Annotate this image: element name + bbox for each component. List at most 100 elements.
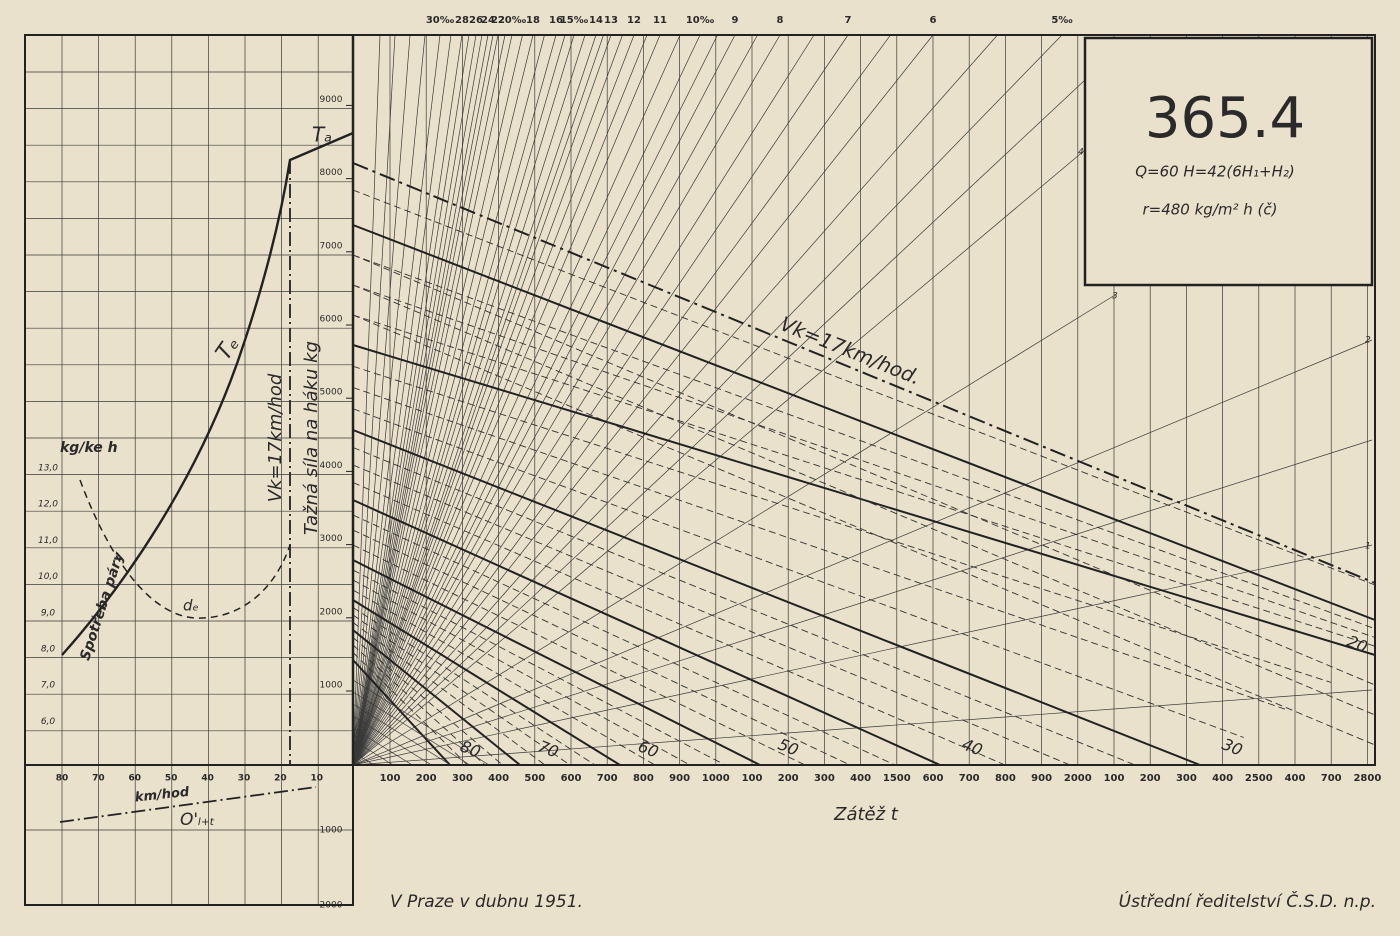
formula-r: r=480 kg/m² h (č) [1142, 201, 1277, 219]
force-tick-label: 4000 [320, 461, 343, 471]
load-tick-label: 400 [850, 773, 871, 784]
footer-place: V Praze v dubnu 1951. [390, 892, 583, 912]
te-curve [61, 131, 354, 656]
load-line-dashed [352, 284, 1376, 716]
load-line-dashed [352, 569, 726, 766]
load-line-dashed [352, 514, 896, 766]
load-line-dashed [352, 544, 806, 766]
gradient-line [352, 34, 396, 766]
gradient-line [352, 34, 506, 766]
steam-tick-label: 9,0 [41, 608, 56, 618]
o-label: O'ₗ₊ₜ [180, 810, 215, 830]
speed-tick-label: 60 [129, 774, 142, 784]
steam-tick-label: 12,0 [38, 500, 58, 510]
load-line-fine [352, 703, 451, 766]
gradient-line [352, 34, 381, 766]
gradient-line [352, 34, 1063, 766]
force-tick-label: 1000 [320, 681, 343, 691]
gradient-line [352, 34, 586, 766]
load-tick-label: 2000 [1064, 773, 1092, 784]
load-tick-label: 200 [778, 773, 799, 784]
load-tick-label: 100 [742, 773, 763, 784]
lower-force-label: 1000 [320, 826, 343, 836]
load-axis-title: Zátěž t [833, 804, 899, 825]
steam-tick-label: 6,0 [41, 717, 56, 727]
gradient-line [352, 34, 934, 766]
gradient-line [352, 34, 489, 766]
force-tick-label: 8000 [320, 168, 343, 178]
load-line-dashed [352, 314, 1376, 647]
load-tick-label: 900 [669, 773, 690, 784]
gradient-label: 15‰ [560, 15, 589, 26]
gradient-line [352, 34, 998, 766]
steam-tick-label: 13,0 [38, 464, 58, 474]
gradient-line [352, 34, 575, 766]
load-line-dashed [352, 644, 486, 766]
steam-tick-label: 8,0 [41, 645, 56, 655]
steam-tick-label: 10,0 [38, 572, 58, 582]
load-tick-label: 700 [1321, 773, 1342, 784]
gradient-line [352, 34, 612, 766]
load-line-dashed [352, 652, 468, 766]
load-tick-label: 300 [814, 773, 835, 784]
speed-tick-label: 40 [201, 774, 214, 784]
footer-issuer: Ústřední ředitelství Č.S.D. n.p. [1119, 890, 1376, 912]
gradient-label: 28 [455, 15, 469, 26]
force-title: Tažná síla na háku kg [301, 341, 322, 535]
gradient-line [352, 439, 1373, 766]
load-line-fine [352, 751, 374, 766]
gradient-line [352, 294, 1116, 766]
load-line-fine [352, 691, 470, 766]
load-tick-label: 900 [1031, 773, 1052, 784]
gradient-line [352, 34, 648, 766]
force-tick-label: 5000 [320, 388, 343, 398]
gradient-line [352, 34, 499, 766]
gradient-line [352, 34, 566, 766]
load-line-dashed [352, 189, 1376, 586]
gradient-label: 26 [469, 15, 483, 26]
load-tick-label: 700 [959, 773, 980, 784]
load-line-dashed [352, 607, 596, 766]
speed-tick-label: 80 [56, 774, 69, 784]
load-tick-label: 100 [380, 773, 401, 784]
gradient-label: 30‰ [426, 15, 455, 26]
gradient-label: 22 [491, 15, 505, 26]
force-tick-label: 9000 [320, 95, 343, 105]
gradient-line [352, 34, 470, 766]
speed-tick-label: 20 [274, 774, 287, 784]
chart-lines [346, 34, 1376, 766]
gradient-line [352, 34, 623, 766]
gradient-line [352, 34, 441, 766]
load-line-dashed [352, 529, 851, 766]
side-gradient-label: 3 [1112, 292, 1118, 302]
gradient-label: 24 [481, 15, 495, 26]
force-tick-label: 6000 [320, 315, 343, 325]
load-line-dashed [352, 254, 1376, 686]
gradient-line [352, 34, 849, 766]
gradient-line [352, 544, 1373, 766]
load-tick-label: 400 [1212, 773, 1233, 784]
gradient-line [352, 689, 1373, 766]
gradient-line [352, 34, 635, 766]
speed-tick-label: 10 [311, 774, 324, 784]
gradient-label: 12 [627, 15, 641, 26]
load-line-fine [352, 679, 490, 766]
gradient-label: 6 [930, 15, 937, 26]
gradient-line [352, 339, 1373, 766]
frame [24, 34, 1376, 766]
load-tick-label: 2500 [1245, 773, 1273, 784]
gradient-label: 16 [549, 15, 563, 26]
load-line-dashed [352, 284, 1376, 638]
load-line-dashed [352, 408, 1244, 738]
load-line-fine [352, 715, 432, 766]
force-tick-label: 7000 [320, 241, 343, 251]
gradient-line [352, 34, 411, 766]
speed-tick-label: 30 [238, 774, 251, 784]
gradient-line [352, 34, 483, 766]
side-gradient-label: 1 [1365, 542, 1371, 552]
load-tick-label: 600 [923, 773, 944, 784]
load-line-dashed [352, 365, 1332, 683]
speed-tick-label: 70 [92, 774, 105, 784]
load-tick-label: 400 [1285, 773, 1306, 784]
